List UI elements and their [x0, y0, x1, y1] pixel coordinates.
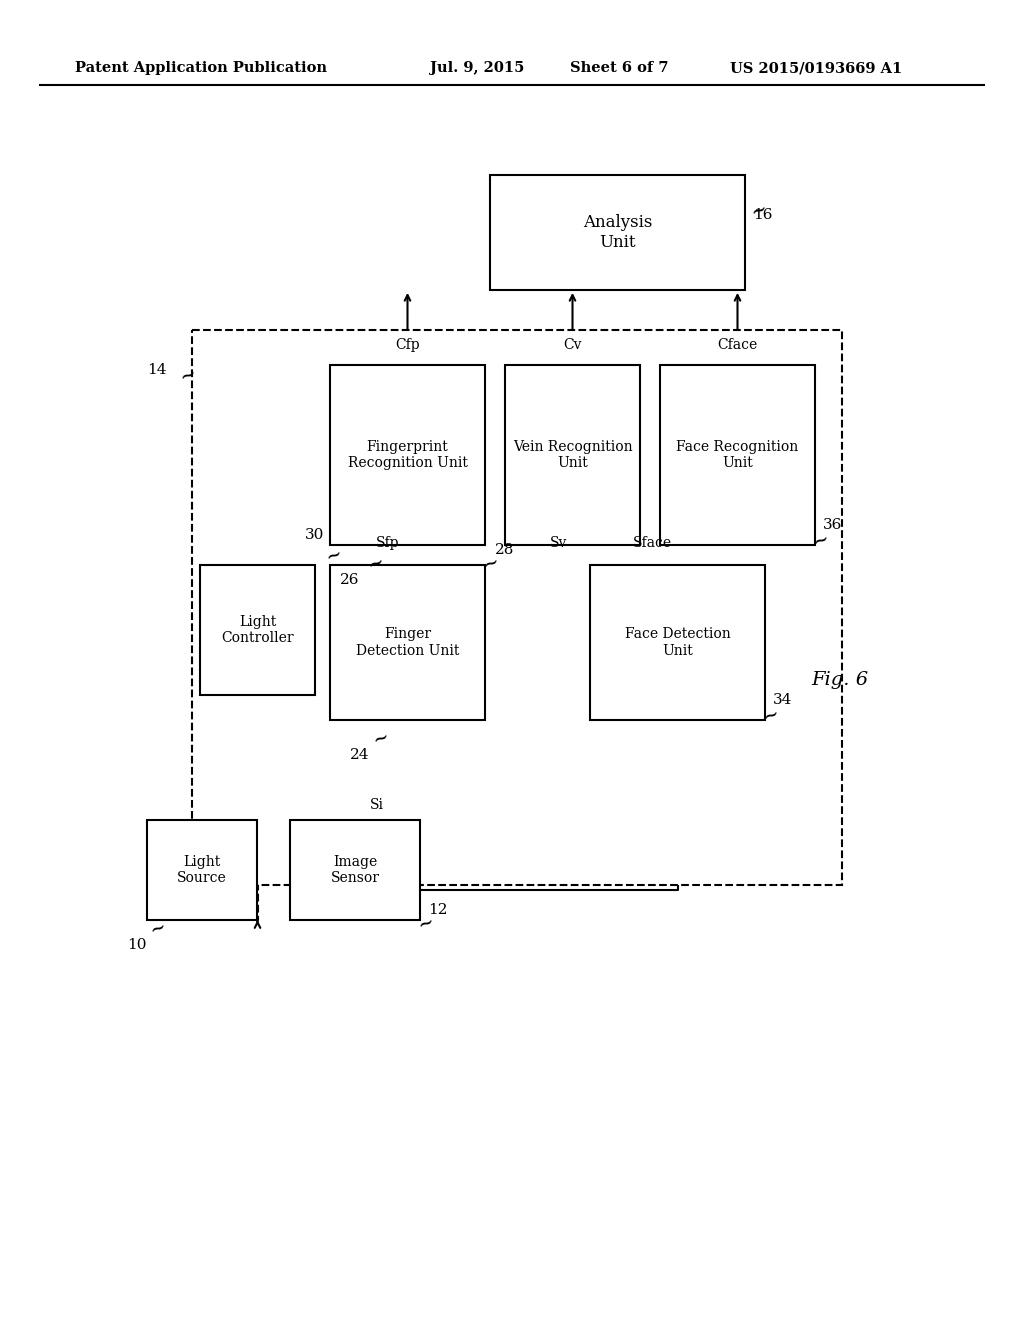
Bar — [330, 565, 485, 719]
Text: 10: 10 — [127, 939, 146, 952]
Bar — [200, 565, 315, 696]
Text: ~: ~ — [323, 544, 344, 566]
Text: Sface: Sface — [634, 536, 673, 550]
Text: 34: 34 — [773, 693, 793, 708]
Text: ~: ~ — [147, 917, 169, 940]
Text: ~: ~ — [748, 199, 770, 222]
Text: Face Detection
Unit: Face Detection Unit — [625, 627, 730, 657]
Text: ~: ~ — [760, 704, 781, 726]
Text: Finger
Detection Unit: Finger Detection Unit — [355, 627, 459, 657]
Text: Image
Sensor: Image Sensor — [331, 855, 380, 886]
Text: Light
Controller: Light Controller — [221, 615, 294, 645]
Text: 30: 30 — [305, 528, 325, 543]
Text: Patent Application Publication: Patent Application Publication — [75, 61, 327, 75]
Text: 28: 28 — [495, 543, 514, 557]
Text: Light
Source: Light Source — [177, 855, 227, 886]
Text: Cfp: Cfp — [395, 338, 420, 352]
Text: 14: 14 — [147, 363, 167, 378]
Text: ~: ~ — [480, 552, 502, 574]
Text: Sfp: Sfp — [376, 536, 399, 550]
Text: 24: 24 — [350, 748, 370, 762]
Text: 12: 12 — [428, 903, 447, 917]
Bar — [590, 565, 765, 719]
Text: ~: ~ — [365, 552, 386, 574]
Text: Cface: Cface — [718, 338, 758, 352]
Text: Face Recognition
Unit: Face Recognition Unit — [677, 440, 799, 470]
Bar — [660, 366, 815, 545]
Text: 36: 36 — [823, 517, 843, 532]
Text: 16: 16 — [753, 209, 772, 222]
Text: Analysis
Unit: Analysis Unit — [583, 214, 652, 251]
Text: Fingerprint
Recognition Unit: Fingerprint Recognition Unit — [347, 440, 467, 470]
Text: ~: ~ — [810, 529, 831, 552]
Bar — [147, 820, 257, 920]
Text: US 2015/0193669 A1: US 2015/0193669 A1 — [730, 61, 902, 75]
Bar — [330, 366, 485, 545]
Text: Sv: Sv — [550, 536, 567, 550]
Bar — [193, 330, 842, 884]
Text: ~: ~ — [370, 727, 391, 750]
Text: ~: ~ — [415, 912, 436, 935]
Bar — [290, 820, 420, 920]
Bar — [490, 176, 745, 290]
Text: Sheet 6 of 7: Sheet 6 of 7 — [570, 61, 669, 75]
Text: Jul. 9, 2015: Jul. 9, 2015 — [430, 61, 524, 75]
Text: Fig. 6: Fig. 6 — [811, 671, 868, 689]
Bar — [505, 366, 640, 545]
Text: 26: 26 — [340, 573, 359, 587]
Text: Si: Si — [370, 799, 384, 812]
Text: Vein Recognition
Unit: Vein Recognition Unit — [513, 440, 632, 470]
Text: Cv: Cv — [563, 338, 582, 352]
Text: ~: ~ — [177, 364, 199, 387]
